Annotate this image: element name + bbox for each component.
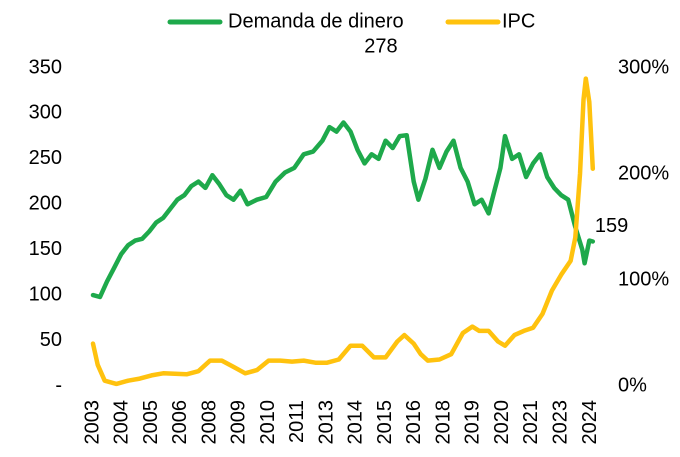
annotation: 159: [595, 215, 628, 237]
y-tick-label: 100: [29, 283, 62, 305]
y-tick-label: 150: [29, 238, 62, 260]
legend-label: Demanda de dinero: [228, 10, 404, 32]
x-tick-label: 2006: [169, 400, 191, 445]
x-tick-label: 2016: [403, 400, 425, 445]
x-tick-label: 2013: [315, 400, 337, 445]
y-tick-label: 50: [40, 329, 62, 351]
x-tick-label: 2010: [257, 400, 279, 445]
x-tick-label: 2005: [140, 400, 162, 445]
series-line: [90, 76, 596, 387]
x-tick-label: 2004: [111, 400, 133, 445]
x-tick-label: 2008: [198, 400, 220, 445]
y-tick-label: 300: [29, 102, 62, 124]
x-tick-label: 2020: [491, 400, 513, 445]
y2-tick-label: 200%: [618, 162, 669, 184]
y-tick-label: 200: [29, 193, 62, 215]
y2-tick-label: 0%: [618, 374, 647, 396]
legend-label: IPC: [502, 10, 535, 32]
y-tick-label: 250: [29, 147, 62, 169]
x-tick-label: 2023: [550, 400, 572, 445]
x-tick-label: 2018: [432, 400, 454, 445]
x-tick-label: 2011: [286, 400, 308, 443]
x-tick-label: 2024: [579, 400, 601, 445]
series-line: [90, 120, 596, 300]
y2-tick-label: 100%: [618, 268, 669, 290]
x-tick-label: 2021: [520, 400, 542, 445]
y2-tick-label: 300%: [618, 56, 669, 78]
x-tick-label: 2003: [81, 400, 103, 445]
y-tick-label: -: [55, 374, 62, 396]
x-tick-label: 2009: [228, 400, 250, 445]
y-tick-label: 350: [29, 56, 62, 78]
x-tick-label: 2015: [374, 400, 396, 445]
annotation: 278: [364, 36, 397, 58]
x-tick-label: 2014: [345, 400, 367, 445]
x-tick-label: 2019: [462, 400, 484, 445]
